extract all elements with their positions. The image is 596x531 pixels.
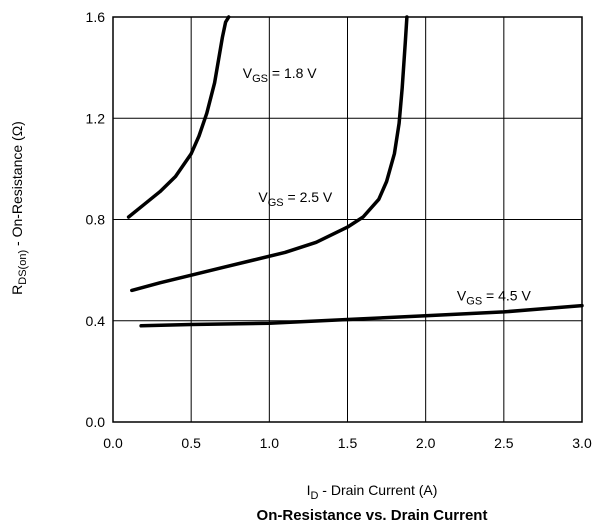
x-tick-label-1: 0.5: [181, 435, 201, 451]
series-curves: [126, 15, 584, 328]
series-label-1: VGS = 1.8 V: [243, 65, 318, 85]
series-line-2: [130, 15, 409, 293]
y-tick-label-3: 1.2: [86, 110, 106, 126]
y-axis-label-main: R: [9, 285, 25, 295]
x-tick-label-3: 1.5: [338, 435, 358, 451]
grid-lines: [113, 17, 582, 422]
y-axis-label: RDS(on) - On-Resistance (Ω): [9, 121, 29, 295]
x-tick-label-6: 3.0: [572, 435, 592, 451]
x-axis-label-rest: - Drain Current (A): [318, 482, 437, 498]
plot-frame: [112, 16, 583, 423]
x-axis-label-sub: D: [310, 490, 318, 502]
series-line-1: [126, 15, 231, 219]
series-label-3: VGS = 4.5 V: [457, 288, 532, 308]
y-tick-label-1: 0.4: [86, 313, 106, 329]
x-axis-label: ID - Drain Current (A): [307, 482, 438, 502]
x-tick-label-0: 0.0: [103, 435, 123, 451]
y-axis-label-sub: DS(on): [17, 250, 29, 285]
y-tick-label-0: 0.0: [86, 414, 106, 430]
x-axis-label-main: I: [307, 482, 311, 498]
y-tick-labels: 0.0 0.4 0.8 1.2 1.6: [86, 9, 106, 430]
y-axis-label-rest: - On-Resistance (Ω): [9, 121, 25, 250]
x-tick-label-5: 2.5: [494, 435, 514, 451]
chart-title: On-Resistance vs. Drain Current: [257, 507, 488, 524]
series-labels: VGS = 1.8 V VGS = 2.5 V VGS = 4.5 V: [243, 65, 532, 308]
y-tick-label-2: 0.8: [86, 212, 106, 228]
x-tick-labels: 0.0 0.5 1.0 1.5 2.0 2.5 3.0: [103, 435, 592, 451]
series-label-2: VGS = 2.5 V: [258, 189, 333, 209]
x-tick-label-2: 1.0: [260, 435, 280, 451]
x-tick-label-4: 2.0: [416, 435, 436, 451]
series-line-3: [139, 303, 584, 328]
y-tick-label-4: 1.6: [86, 9, 106, 25]
